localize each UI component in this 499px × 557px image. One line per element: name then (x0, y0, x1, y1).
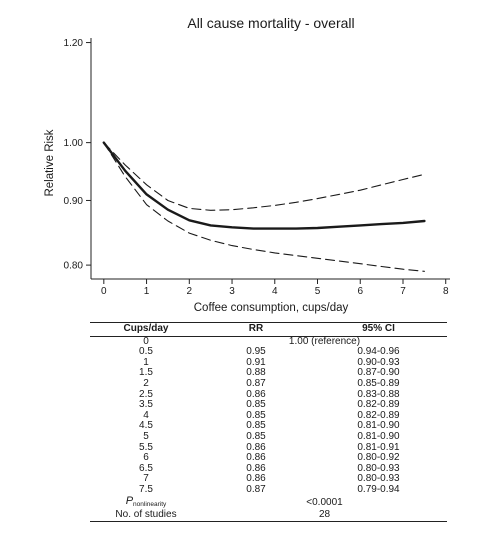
x-tick-label: 7 (400, 286, 406, 297)
cell-cups: 6 (143, 452, 149, 464)
cell-rr: 0.95 (246, 346, 266, 358)
table-row: 4 0.85 0.82-0.89 (90, 409, 447, 422)
p-symbol: P (125, 494, 134, 507)
x-tick-label: 0 (101, 286, 107, 297)
cell-ci: 0.85-0.89 (357, 377, 400, 389)
table-row: 0 1.00 (reference) (90, 336, 447, 347)
table-row: 7 0.86 0.80-0.93 (90, 474, 447, 485)
p-nonlinearity-label: Pnonlinearity (90, 494, 202, 511)
cell-cups: 7.5 (139, 483, 153, 495)
cell-cups: 6.5 (139, 462, 153, 474)
header-cups-per-day: Cups/day (90, 322, 202, 337)
y-tick-label: 1.00 (64, 138, 84, 149)
studies-value: 28 (202, 509, 447, 522)
table-row: 6 0.86 0.80-0.92 (90, 453, 447, 464)
cell-cups: 4 (143, 409, 149, 421)
y-tick-label: 1.20 (64, 38, 84, 49)
x-tick-label: 5 (315, 286, 321, 297)
table-row: 7.5 0.87 0.79-0.94 (90, 483, 447, 496)
x-axis-label: Coffee consumption, cups/day (194, 302, 349, 314)
cell-ci: 0.83-0.88 (357, 388, 400, 400)
cell-rr: 0.86 (246, 388, 266, 400)
x-tick-label: 6 (357, 286, 363, 297)
table-row: 5 0.85 0.81-0.90 (90, 430, 447, 443)
p-nonlinearity-row: Pnonlinearity <0.0001 (90, 494, 447, 511)
y-tick-label: 0.90 (64, 196, 84, 207)
table-header-row: Cups/day RR 95% CI (90, 322, 447, 337)
cell-ci: 0.87-0.90 (357, 367, 400, 379)
chart-title: All cause mortality - overall (187, 15, 354, 31)
series-lines (102, 141, 426, 272)
cell-cups: 5.5 (139, 441, 153, 453)
x-tick-label: 1 (144, 286, 150, 297)
table-row: 4.5 0.85 0.81-0.90 (90, 421, 447, 432)
cell-ci: 0.79-0.94 (357, 483, 400, 495)
cell-cups: 1 (143, 356, 149, 368)
studies-label: No. of studies (90, 509, 202, 522)
cell-rr: 0.85 (246, 399, 266, 411)
x-tick-group: 0 1 2 3 4 5 6 7 8 (101, 279, 449, 297)
table-row: 6.5 0.86 0.80-0.93 (90, 462, 447, 475)
cell-cups: 4.5 (139, 420, 153, 432)
cell-rr: 0.86 (246, 473, 266, 485)
cell-ci: 0.81-0.90 (357, 430, 400, 442)
x-tick-label: 4 (272, 286, 278, 297)
cell-ci: 0.80-0.93 (357, 473, 400, 485)
cell-cups: 7 (143, 473, 149, 485)
cell-rr: 0.88 (246, 367, 266, 379)
table-row: 0.5 0.95 0.94-0.96 (90, 347, 447, 358)
y-tick-label: 0.80 (64, 261, 84, 272)
cell-ci: 0.82-0.89 (357, 399, 400, 411)
cell-rr: 0.86 (246, 441, 266, 453)
table-row: 1 0.91 0.90-0.93 (90, 356, 447, 369)
cell-rr: 0.85 (246, 420, 266, 432)
p-subscript: nonlinearity (133, 500, 167, 508)
cell-ci: 0.90-0.93 (357, 356, 400, 368)
table-row: 2.5 0.86 0.83-0.88 (90, 388, 447, 401)
cell-rr: 0.87 (246, 377, 266, 389)
table-row: 1.5 0.88 0.87-0.90 (90, 368, 447, 379)
x-tick-label: 3 (229, 286, 235, 297)
y-axis-label: Relative Risk (44, 129, 56, 196)
cell-rr: 0.85 (246, 409, 266, 421)
cell-rr: 0.86 (246, 452, 266, 464)
cell-ci: 0.80-0.93 (357, 462, 400, 474)
cell-reference: 1.00 (reference) (288, 335, 361, 347)
cell-cups: 5 (143, 430, 149, 442)
cell-cups: 1.5 (139, 367, 153, 379)
cell-ci: 0.80-0.92 (357, 452, 400, 464)
cell-ci: 0.81-0.91 (357, 441, 400, 453)
cell-cups: 0.5 (139, 346, 153, 358)
p-nonlinearity-value: <0.0001 (306, 496, 343, 508)
estimate-line (102, 141, 426, 230)
cell-ci: 0.82-0.89 (357, 409, 400, 421)
cell-cups: 2.5 (139, 388, 153, 400)
header-ci: 95% CI (310, 322, 447, 337)
table-row: 3.5 0.85 0.82-0.89 (90, 400, 447, 411)
table-row: 5.5 0.86 0.81-0.91 (90, 441, 447, 454)
cell-rr: 0.87 (246, 483, 266, 495)
cell-rr: 0.85 (246, 430, 266, 442)
y-tick-group: 0.80 0.90 1.00 1.20 (64, 38, 91, 272)
cell-rr: 0.86 (246, 462, 266, 474)
cell-rr: 0.91 (246, 356, 266, 368)
lower-ci-line (103, 142, 425, 272)
relative-risk-chart: All cause mortality - overall Relative R… (44, 15, 450, 314)
cell-ci: 0.94-0.96 (357, 346, 400, 358)
studies-row: No. of studies 28 (90, 509, 447, 522)
upper-ci-line (103, 142, 425, 211)
cell-cups: 3.5 (139, 399, 153, 411)
cell-cups: 0 (143, 335, 149, 347)
x-tick-label: 2 (187, 286, 193, 297)
header-rr: RR (202, 322, 310, 337)
cell-ci: 0.81-0.90 (357, 420, 400, 432)
table-row: 2 0.87 0.85-0.89 (90, 377, 447, 390)
cell-cups: 2 (143, 377, 149, 389)
x-tick-label: 8 (443, 286, 449, 297)
relative-risk-table: Cups/day RR 95% CI 0 1.00 (reference) 0.… (90, 322, 447, 522)
